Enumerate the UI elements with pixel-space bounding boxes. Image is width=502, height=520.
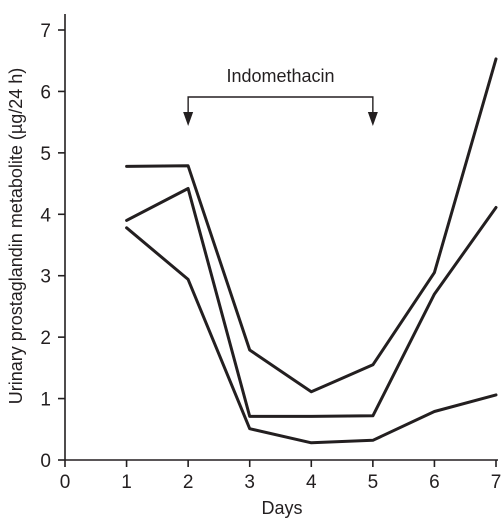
x-axis-title: Days	[261, 498, 302, 518]
y-tick-label: 1	[40, 390, 51, 411]
x-tick-label: 4	[306, 472, 317, 493]
y-tick-label: 3	[40, 267, 51, 288]
y-tick-label: 0	[40, 451, 51, 472]
y-tick-label: 6	[40, 82, 51, 103]
annotation-arrow-start	[183, 112, 194, 126]
y-tick-label: 2	[40, 328, 51, 349]
x-tick-label: 2	[183, 472, 194, 493]
annotation-label: Indomethacin	[226, 66, 334, 86]
series-group	[125, 57, 498, 445]
y-axis-title: Urinary prostaglandin metabolite (µg/24 …	[6, 68, 26, 405]
x-tick-label: 1	[121, 472, 132, 493]
annotation-arrow-end	[367, 112, 378, 126]
series-line-2	[125, 187, 498, 418]
annotation-indomethacin: Indomethacin	[183, 66, 378, 126]
annotation-bracket	[187, 96, 374, 114]
axes: 0 1 2 3 4 5 6 7 0 1 2 3 4 5 6 7	[40, 14, 501, 493]
y-tick-label: 7	[40, 21, 51, 42]
series-line-1	[125, 57, 498, 394]
series-line-3	[125, 226, 498, 445]
x-tick-label: 7	[491, 472, 502, 493]
y-tick-label: 4	[40, 205, 51, 226]
x-tick-label: 0	[60, 472, 71, 493]
x-tick-label: 3	[244, 472, 255, 493]
x-tick-label: 5	[368, 472, 379, 493]
y-tick-label: 5	[40, 144, 51, 165]
x-tick-label: 6	[429, 472, 440, 493]
